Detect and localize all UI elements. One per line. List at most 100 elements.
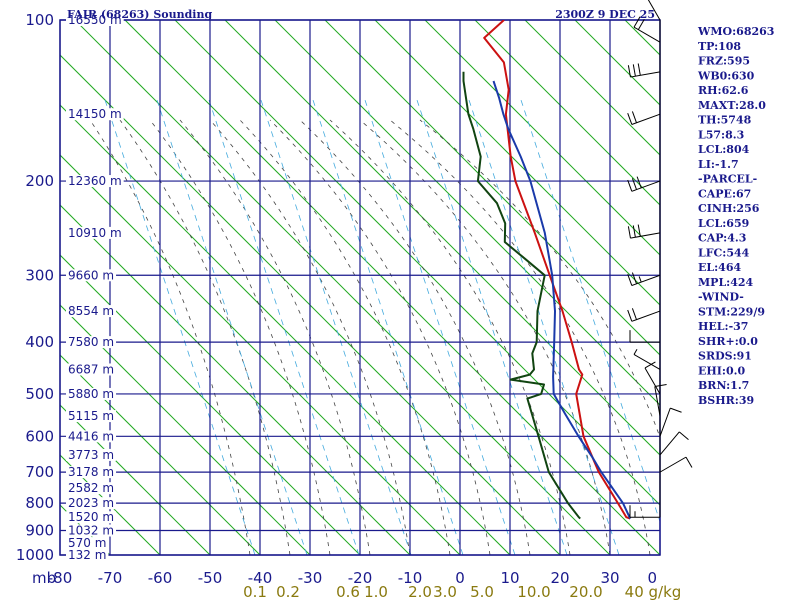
wind-barb-flag xyxy=(627,226,631,239)
wind-barb-staff xyxy=(633,26,661,43)
index-line: WB0:630 xyxy=(697,69,755,82)
mixing-ratio-label: 0.1 xyxy=(243,583,267,600)
pressure-tick-label: 600 xyxy=(25,427,54,445)
mixing-ratio-label: 0.2 xyxy=(276,583,300,600)
temperature-tick-label: 0 xyxy=(455,569,465,587)
index-line: LFC:544 xyxy=(698,246,750,259)
wind-barb-flag xyxy=(637,63,641,76)
index-line: -PARCEL- xyxy=(698,173,757,186)
mixing-ratio-line xyxy=(520,99,660,523)
index-line: EL:464 xyxy=(698,261,741,274)
index-line: MPL:424 xyxy=(698,276,754,289)
moist-adiabat-line xyxy=(239,119,451,555)
wind-barb xyxy=(654,383,667,417)
height-label-bg xyxy=(66,549,109,561)
height-label: 12360 m xyxy=(68,174,122,188)
index-line: TH:5748 xyxy=(698,114,752,127)
height-label-bg xyxy=(66,387,117,400)
mixing-ratio-label: 5.0 xyxy=(470,583,494,600)
wind-barb-flag xyxy=(678,431,689,441)
height-label-bg xyxy=(66,175,124,188)
height-label: 14150 m xyxy=(68,107,122,121)
index-line: LI:-1.7 xyxy=(698,158,739,171)
wind-barb xyxy=(627,111,661,125)
wind-barb-flag xyxy=(631,272,637,284)
temperature-tick-label: -40 xyxy=(248,569,273,587)
height-label: 5115 m xyxy=(68,409,114,423)
height-label-bg xyxy=(66,430,117,443)
moist-adiabats xyxy=(89,119,660,555)
height-label: 2582 m xyxy=(68,481,114,495)
index-line: FRZ:595 xyxy=(698,55,750,68)
isobars-and-isotherms xyxy=(59,19,661,556)
height-label-bg xyxy=(66,305,117,318)
parcel-trace xyxy=(492,80,632,520)
index-line: L57:8.3 xyxy=(698,128,744,141)
wind-barb-flag xyxy=(670,407,682,413)
wind-barb xyxy=(629,505,660,518)
index-line: HEL:-37 xyxy=(698,320,748,333)
mixing-ratio-label: 20.0 xyxy=(569,583,602,600)
height-label-bg xyxy=(66,363,117,376)
temperature-tick-label: 10 xyxy=(500,569,519,587)
wind-barb xyxy=(659,456,693,473)
mixing-ratio-label: 3.0 xyxy=(433,583,457,600)
height-label: 132 m xyxy=(68,548,106,562)
sounding-traces xyxy=(462,20,632,520)
mixing-ratio-line xyxy=(156,99,308,555)
mixing-ratio-line xyxy=(364,99,516,555)
height-label: 7580 m xyxy=(68,335,114,349)
wind-barb-half xyxy=(638,276,642,283)
wind-barb-flag xyxy=(627,274,633,286)
height-label: 9660 m xyxy=(68,268,114,282)
wind-barb xyxy=(633,16,661,43)
mixing-ratio-line xyxy=(416,99,568,555)
wind-barb-staff xyxy=(647,0,661,21)
temperature-tick-label: -80 xyxy=(48,569,73,587)
wind-barb-flag xyxy=(627,113,633,125)
temperature-trace xyxy=(483,20,631,520)
height-label: 570 m xyxy=(68,536,106,550)
height-label-bg xyxy=(66,524,117,537)
wind-barb xyxy=(627,272,661,286)
temperature-tick-label: -50 xyxy=(198,569,223,587)
index-line: STM:229/9 xyxy=(698,305,765,318)
temperature-tick-label: -60 xyxy=(148,569,173,587)
index-line: BRN:1.7 xyxy=(698,379,749,392)
dewpoint-trace xyxy=(462,71,581,520)
pressure-tick-label: 400 xyxy=(25,333,54,351)
wind-barb-staff xyxy=(654,386,661,417)
temperature-tick-label: -20 xyxy=(348,569,373,587)
chart-title: FAIR (68263) Sounding xyxy=(67,8,212,21)
temperature-tick-label: -70 xyxy=(98,569,123,587)
height-label-bg xyxy=(66,269,117,282)
index-line: SRDS:91 xyxy=(698,350,752,363)
wind-barb xyxy=(627,176,661,192)
temperature-tick-label: -10 xyxy=(398,569,423,587)
pressure-tick-label: 1000 xyxy=(16,546,54,564)
chart-timestamp: 2300Z 9 DEC 25 xyxy=(555,8,655,21)
pressure-tick-label: 300 xyxy=(25,266,54,284)
height-label: 3773 m xyxy=(68,448,114,462)
mixing-ratio-label: 40 g/kg xyxy=(625,583,682,600)
mixing-ratio-line xyxy=(260,99,412,555)
wind-barb xyxy=(659,407,682,437)
height-label: 4416 m xyxy=(68,429,114,443)
height-label-bg xyxy=(66,537,109,550)
wind-barb-flag xyxy=(631,178,637,190)
wind-barb xyxy=(627,224,661,239)
pressure-tick-label: 100 xyxy=(25,11,54,29)
mixing-ratio-lines xyxy=(104,99,660,555)
wind-barb-staff xyxy=(659,431,680,456)
height-label-bg xyxy=(66,466,117,479)
temperature-tick-label: 30 xyxy=(600,569,619,587)
height-label: 2023 m xyxy=(68,496,114,510)
height-label: 16550 m xyxy=(68,13,122,27)
height-label-bg xyxy=(66,336,117,349)
moist-adiabat-line xyxy=(329,119,571,555)
wind-barb xyxy=(633,349,661,370)
height-label-bg xyxy=(66,226,124,239)
pressure-tick-label: 700 xyxy=(25,463,54,481)
